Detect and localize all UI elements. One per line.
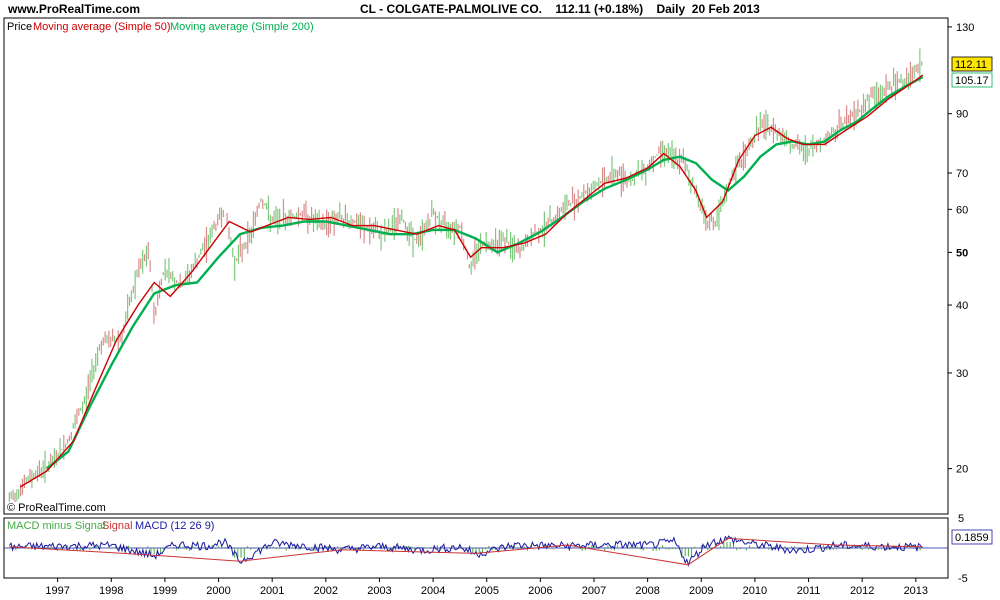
x-tick-label: 2004 — [421, 585, 445, 597]
macd-line — [8, 535, 923, 567]
date-label: 20 Feb 2013 — [691, 2, 760, 16]
signal-line — [9, 537, 923, 566]
macd-badge-text: 0.1859 — [955, 532, 989, 544]
symbol-label: CL - COLGATE-PALMOLIVE CO. — [360, 2, 542, 16]
x-tick-label: 2001 — [260, 585, 284, 597]
legend-ma50: Moving average (Simple 50) — [33, 21, 171, 33]
macd-legend-macd: MACD (12 26 9) — [135, 520, 214, 532]
y-tick-label: 60 — [956, 204, 968, 216]
macd-badge — [951, 529, 993, 545]
x-tick-label: 1997 — [45, 585, 69, 597]
y-tick-label: 70 — [956, 168, 968, 180]
period-label: Daily — [656, 2, 686, 16]
x-tick-label: 2006 — [528, 585, 552, 597]
y-tick-label: 30 — [956, 368, 968, 380]
x-tick-label: 2009 — [689, 585, 713, 597]
ma50-line — [19, 74, 924, 488]
chart-header: CL - COLGATE-PALMOLIVE CO. 112.11 (+0.18… — [360, 2, 760, 16]
x-tick-label: 2007 — [582, 585, 606, 597]
y-tick-label: 90 — [956, 109, 968, 121]
legend-ma200: Moving average (Simple 200) — [170, 21, 314, 33]
copyright-label: © ProRealTime.com — [7, 502, 106, 514]
macd-legend-signal: Signal — [102, 520, 133, 532]
y-tick-label: 50 — [956, 247, 968, 259]
ma200-badge — [951, 72, 993, 88]
top-bar: www.ProRealTime.com CL - COLGATE-PALMOLI… — [0, 0, 1000, 18]
x-tick-label: 2003 — [367, 585, 391, 597]
ma200-badge-text: 105.17 — [955, 75, 989, 87]
x-tick-label: 2008 — [635, 585, 659, 597]
x-tick-label: 2010 — [743, 585, 767, 597]
axis-layer: 20 30 40 50 60 70 90 130 1997 1998 1999 2000 2001 200… — [45, 22, 974, 597]
site-title[interactable]: www.ProRealTime.com — [8, 2, 141, 16]
x-tick-label: 1999 — [153, 585, 177, 597]
x-tick-label: 2013 — [904, 585, 928, 597]
y-tick-label: 40 — [956, 300, 968, 312]
y-tick-label: 130 — [956, 22, 974, 34]
price-layer — [8, 48, 924, 503]
macd-legend-hist: MACD minus Signal — [7, 520, 105, 532]
price-panel[interactable] — [3, 17, 949, 515]
price-change: 112.11 (+0.18%) — [555, 2, 644, 16]
macd-y-tick-label: -5 — [958, 573, 968, 585]
legend-price: Price — [7, 21, 32, 33]
macd-layer — [4, 535, 948, 567]
x-tick-label: 2012 — [850, 585, 874, 597]
x-tick-label: 1998 — [99, 585, 123, 597]
x-tick-label: 2002 — [314, 585, 338, 597]
x-tick-label: 2005 — [474, 585, 498, 597]
last-price-badge-text: 112.11 — [955, 59, 987, 71]
macd-y-tick-label: 5 — [958, 513, 964, 525]
last-price-badge — [951, 56, 993, 72]
x-tick-label: 2011 — [797, 585, 821, 597]
y-tick-label: 20 — [956, 464, 968, 476]
x-tick-label: 2000 — [206, 585, 230, 597]
